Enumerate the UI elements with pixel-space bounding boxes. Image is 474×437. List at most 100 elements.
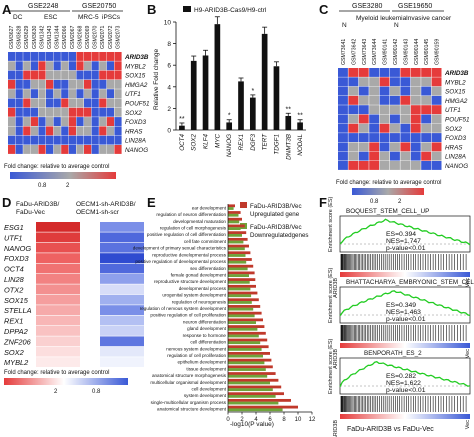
panel-e-bar-down [228, 213, 239, 217]
panel-a-heat-cell [99, 52, 107, 61]
panel-e-bar-down [228, 280, 250, 284]
panel-c-gene-label: POUF51 [445, 117, 470, 124]
panel-c-heat-cell [379, 123, 390, 133]
panel-a-heat-cell [61, 98, 69, 108]
panel-a-heat-cell [106, 135, 114, 145]
panel-b-bar [297, 122, 303, 130]
panel-a-heat-cell [114, 70, 122, 80]
panel-e-bar-up [228, 204, 235, 208]
panel-c-heat-cell [348, 161, 359, 170]
panel-e-bar-up [228, 271, 255, 275]
gsea-pvalue: p-value<0.01 [386, 316, 426, 323]
panel-d-col2-label: OECM1-sh-ARID3B/OECM1-sh-scr [76, 201, 136, 216]
gsea-frame [339, 357, 471, 395]
panel-a: A GSE2248 GSE20750 DC ESC MRC-5 iPSCs GS… [2, 2, 150, 189]
panel-a-heat-cell [91, 52, 99, 61]
panel-b-bar [226, 122, 233, 130]
panel-a-sample-label: GSM2068 [77, 26, 83, 49]
panel-e-bar-down [228, 274, 249, 278]
panel-e-bar-down [228, 260, 247, 264]
panel-c-heat-cell [431, 133, 442, 142]
panel-e-bar-up [228, 305, 261, 308]
panel-d-heat-cell [36, 315, 80, 326]
panel-a-heat-cell [106, 79, 114, 89]
panel-a-heat-cell [84, 145, 92, 154]
panel-c-heat-cell [358, 161, 369, 170]
panel-e-term-label: cell development [192, 387, 227, 392]
panel-c-legend-label: Fold change: relative to average control [336, 180, 441, 186]
panel-a-sample-label: GSM1342 [39, 26, 45, 49]
gsea-rank-bar [340, 343, 470, 348]
panel-c-sample-label: GSM73642 [351, 39, 357, 65]
panel-a-gene-label: LIN28A [125, 138, 146, 145]
panel-c-heat-cell [338, 68, 348, 77]
panel-a-heat-cell [23, 126, 31, 136]
panel-a-heat-cell [114, 145, 122, 154]
panel-d-heat-cell [100, 222, 144, 232]
panel-e-bar-down [228, 254, 246, 257]
panel-c-heat-cell [338, 133, 348, 142]
panel-a-gene-label: HRAS [125, 128, 143, 135]
panel-a-heat-cell [99, 61, 107, 71]
panel-d-gene-label: NANOG [4, 244, 31, 253]
panel-d-gene-label: ESG1 [4, 223, 24, 232]
panel-c-heat-cell [390, 151, 400, 161]
panel-a-heat-cell [61, 70, 69, 80]
panel-a-sample-label: GSM2072 [108, 26, 114, 49]
panel-a-heat-cell [30, 117, 38, 126]
panel-e-term-label: female gonad development [171, 272, 227, 277]
panel-c-heat-cell [338, 77, 348, 87]
panel-c-heat-cell [410, 105, 421, 115]
gsea-hit-ticks [340, 325, 467, 341]
gsea-es: ES=0.394 [386, 231, 416, 238]
gsea-hit-ticks [340, 396, 467, 412]
panel-a-gene-label: FOXD3 [125, 119, 146, 126]
panel-d-heat-cell [36, 253, 80, 263]
panel-e-term-label: regulation of nervous system development [140, 306, 227, 311]
panel-a-gene-label: SOX15 [125, 73, 146, 80]
gsea-right-tag: Vec [465, 278, 471, 287]
panel-c-heat-cell [390, 133, 400, 142]
panel-a-heat-cell [15, 70, 23, 80]
panel-e-bar-up [228, 358, 272, 362]
panel-e-xtick-label: 8 [282, 417, 286, 423]
panel-a-heat-cell [46, 89, 54, 99]
panel-a-heat-cell [53, 89, 61, 99]
panel-e-bar-up [228, 251, 251, 255]
panel-e-bar-up [228, 372, 276, 375]
panel-c-heat-cell [431, 95, 442, 105]
panel-a-sample-label: GSM3629 [24, 26, 30, 49]
panel-c-gene-label: SOX2 [445, 126, 462, 133]
panel-c-heat-cell [338, 161, 348, 170]
panel-b-ytick-label: 2 [167, 106, 171, 113]
panel-a-heat-cell [46, 98, 54, 108]
panel-b-bar [249, 97, 256, 130]
panel-e-bars: ear development regulation of neuron diff… [133, 204, 298, 412]
panel-a-heat-cell [23, 52, 31, 61]
panel-e-legend-up: FaDu-ARID3B/Vec Upregulated gene [250, 203, 302, 218]
panel-c-heat-cell [338, 151, 348, 161]
panel-c-heatmap [338, 68, 442, 170]
panel-a-heat-cell [114, 117, 122, 126]
panel-a-heat-cell [68, 107, 76, 117]
panel-e-bar-up [228, 298, 259, 302]
panel-a-heat-cell [46, 61, 54, 71]
panel-e-bar-down [228, 341, 261, 345]
panel-a-sample-label: GSM1343 [47, 26, 53, 49]
panel-a-heat-cell [68, 98, 76, 108]
gsea-title: BOQUEST_STEM_CELL_UP [346, 208, 429, 215]
panel-a-heat-cell [106, 126, 114, 136]
panel-a-heat-cell [91, 145, 99, 154]
panel-c-heat-cell [338, 86, 348, 96]
panel-e-bar-up [228, 264, 254, 268]
panel-a-heat-cell [84, 70, 92, 80]
panel-b: B H9-ARID3B-Cas9/H9-ctrl Relative Fold c… [147, 2, 306, 160]
panel-a-heat-cell [8, 126, 16, 136]
panel-a-heat-cell [46, 79, 54, 89]
panel-b-bar [179, 125, 185, 130]
panel-a-heat-cell [99, 126, 107, 136]
panel-a-heat-cell [46, 135, 54, 145]
panel-a-heat-cell [38, 61, 46, 71]
panel-a-sample-label: GSM2071 [100, 26, 106, 49]
panel-c-heat-cell [410, 142, 421, 152]
